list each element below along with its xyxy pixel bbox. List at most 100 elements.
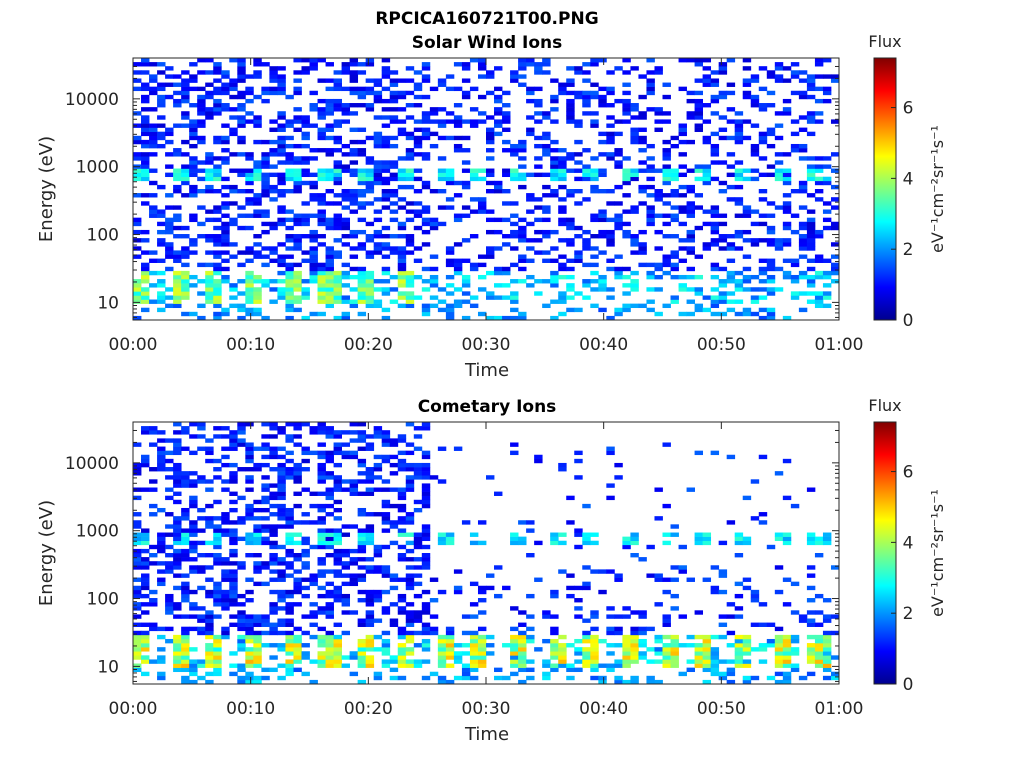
spectrogram-cell bbox=[197, 565, 206, 570]
spectrogram-cell bbox=[774, 671, 784, 677]
spectrogram-cell bbox=[445, 303, 455, 309]
spectrogram-cell bbox=[357, 295, 367, 300]
spectrogram-cell bbox=[742, 638, 752, 644]
spectrogram-cell bbox=[806, 647, 816, 652]
spectrogram-cell bbox=[205, 622, 214, 627]
spectrogram-cell bbox=[670, 638, 679, 644]
spectrogram-cell bbox=[413, 246, 423, 251]
spectrogram-cell bbox=[638, 184, 647, 190]
spectrogram-cell bbox=[630, 283, 639, 288]
spectrogram-cell bbox=[253, 164, 262, 169]
spectrogram-cell bbox=[189, 238, 198, 243]
spectrogram-cell bbox=[558, 540, 567, 546]
spectrogram-cell bbox=[790, 503, 800, 509]
spectrogram-cell bbox=[822, 180, 832, 186]
spectrogram-cell bbox=[413, 581, 423, 587]
spectrogram-cell bbox=[293, 234, 302, 239]
spectrogram-cell bbox=[317, 197, 326, 202]
spectrogram-cell bbox=[574, 667, 583, 673]
spectrogram-cell bbox=[542, 675, 551, 681]
spectrogram-cell bbox=[221, 634, 230, 640]
spectrogram-cell bbox=[413, 630, 423, 636]
spectrogram-cell bbox=[694, 78, 704, 83]
spectrogram-cell bbox=[662, 655, 671, 660]
spectrogram-cell bbox=[445, 655, 455, 660]
spectrogram-cell bbox=[181, 70, 190, 75]
spectrogram-cell bbox=[133, 524, 142, 529]
spectrogram-cell bbox=[373, 467, 383, 472]
spectrogram-cell bbox=[213, 234, 222, 239]
spectrogram-cell bbox=[453, 270, 463, 276]
spectrogram-cell bbox=[742, 495, 752, 501]
spectrogram-cell bbox=[237, 622, 246, 627]
spectrogram-cell bbox=[582, 295, 591, 300]
spectrogram-cell bbox=[141, 115, 150, 120]
spectrogram-cell bbox=[686, 209, 695, 214]
spectrogram-cell bbox=[173, 536, 182, 542]
spectrogram-cell bbox=[758, 135, 768, 141]
spectrogram-cell bbox=[550, 536, 559, 542]
spectrogram-cell bbox=[269, 626, 278, 632]
spectrogram-cell bbox=[181, 528, 190, 533]
spectrogram-cell bbox=[614, 98, 623, 104]
spectrogram-cell bbox=[790, 90, 800, 96]
spectrogram-cell bbox=[734, 581, 744, 587]
spectrogram-cell bbox=[213, 299, 222, 304]
spectrogram-cell bbox=[429, 274, 439, 280]
spectrogram-cell bbox=[662, 651, 671, 656]
spectrogram-cell bbox=[670, 299, 679, 304]
spectrogram-cell bbox=[542, 250, 551, 255]
spectrogram-cell bbox=[149, 622, 158, 627]
spectrogram-cell bbox=[606, 495, 615, 501]
spectrogram-cell bbox=[806, 217, 816, 223]
spectrogram-cell bbox=[189, 143, 198, 149]
spectrogram-cell bbox=[341, 553, 351, 558]
spectrogram-cell bbox=[646, 573, 655, 578]
spectrogram-cell bbox=[325, 172, 334, 178]
spectrogram-cell bbox=[694, 610, 704, 615]
spectrogram-cell bbox=[590, 303, 599, 309]
spectrogram-cell bbox=[173, 651, 182, 656]
spectrogram-cell bbox=[133, 663, 142, 668]
spectrogram-cell bbox=[750, 311, 760, 317]
spectrogram-cell bbox=[582, 630, 591, 636]
spectrogram-cell bbox=[574, 94, 583, 100]
spectrogram-cell bbox=[782, 671, 792, 677]
spectrogram-cell bbox=[213, 262, 222, 268]
spectrogram-cell bbox=[197, 98, 206, 104]
spectrogram-cell bbox=[486, 254, 495, 259]
spectrogram-cell bbox=[710, 176, 720, 182]
spectrogram-cell bbox=[694, 176, 704, 182]
spectrogram-cell bbox=[397, 577, 407, 582]
spectrogram-cell bbox=[221, 250, 230, 255]
spectrogram-cell bbox=[333, 119, 342, 124]
spectrogram-cell bbox=[397, 630, 407, 636]
spectrogram-cell bbox=[526, 659, 535, 664]
spectrogram-cell bbox=[526, 197, 535, 202]
spectrogram-cell bbox=[469, 643, 479, 648]
spectrogram-cell bbox=[750, 94, 760, 100]
spectrogram-cell bbox=[301, 234, 310, 239]
spectrogram-cell bbox=[157, 626, 166, 632]
spectrogram-cell bbox=[437, 287, 447, 292]
spectrogram-cell bbox=[558, 238, 567, 243]
spectrogram-cell bbox=[806, 209, 816, 214]
spectrogram-cell bbox=[381, 520, 391, 525]
spectrogram-cell bbox=[349, 479, 359, 484]
spectrogram-cell bbox=[397, 225, 407, 231]
spectrogram-cell bbox=[341, 66, 351, 71]
spectrogram-cell bbox=[413, 565, 423, 570]
spectrogram-cell bbox=[213, 638, 222, 644]
spectrogram-cell bbox=[269, 127, 278, 132]
spectrogram-cell bbox=[253, 507, 262, 513]
spectrogram-cell bbox=[173, 532, 182, 537]
spectrogram-cell bbox=[269, 557, 278, 562]
spectrogram-cell bbox=[165, 82, 174, 87]
spectrogram-cell bbox=[558, 266, 567, 272]
spectrogram-cell bbox=[141, 94, 150, 100]
spectrogram-cell bbox=[285, 663, 294, 668]
spectrogram-cell bbox=[293, 651, 302, 656]
spectrogram-cell bbox=[558, 569, 567, 574]
spectrogram-cell bbox=[173, 491, 182, 496]
spectrogram-cell bbox=[510, 442, 519, 447]
